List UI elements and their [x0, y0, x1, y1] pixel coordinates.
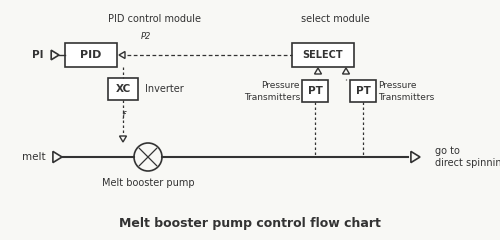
Text: PT: PT	[308, 86, 322, 96]
Text: PI: PI	[32, 50, 44, 60]
Bar	[292, 43, 354, 67]
Bar	[108, 78, 138, 100]
Bar	[65, 43, 117, 67]
Text: Transmitters: Transmitters	[244, 92, 300, 102]
Text: PID control module: PID control module	[108, 14, 202, 24]
Text: select module: select module	[300, 14, 370, 24]
Text: SELECT: SELECT	[302, 50, 344, 60]
Text: PT: PT	[356, 86, 370, 96]
Bar	[350, 80, 376, 102]
Text: melt: melt	[22, 152, 46, 162]
Text: Pressure: Pressure	[378, 82, 416, 90]
Text: go to
direct spinning: go to direct spinning	[435, 146, 500, 168]
Text: Melt booster pump: Melt booster pump	[102, 178, 194, 188]
Text: Melt booster pump control flow chart: Melt booster pump control flow chart	[119, 217, 381, 230]
Text: PID: PID	[80, 50, 102, 60]
Text: Inverter: Inverter	[145, 84, 184, 94]
Text: Transmitters: Transmitters	[378, 92, 434, 102]
Text: P2: P2	[141, 32, 151, 41]
Text: f: f	[122, 111, 124, 121]
Text: Pressure: Pressure	[262, 82, 300, 90]
Text: XC: XC	[116, 84, 130, 94]
Bar	[302, 80, 328, 102]
